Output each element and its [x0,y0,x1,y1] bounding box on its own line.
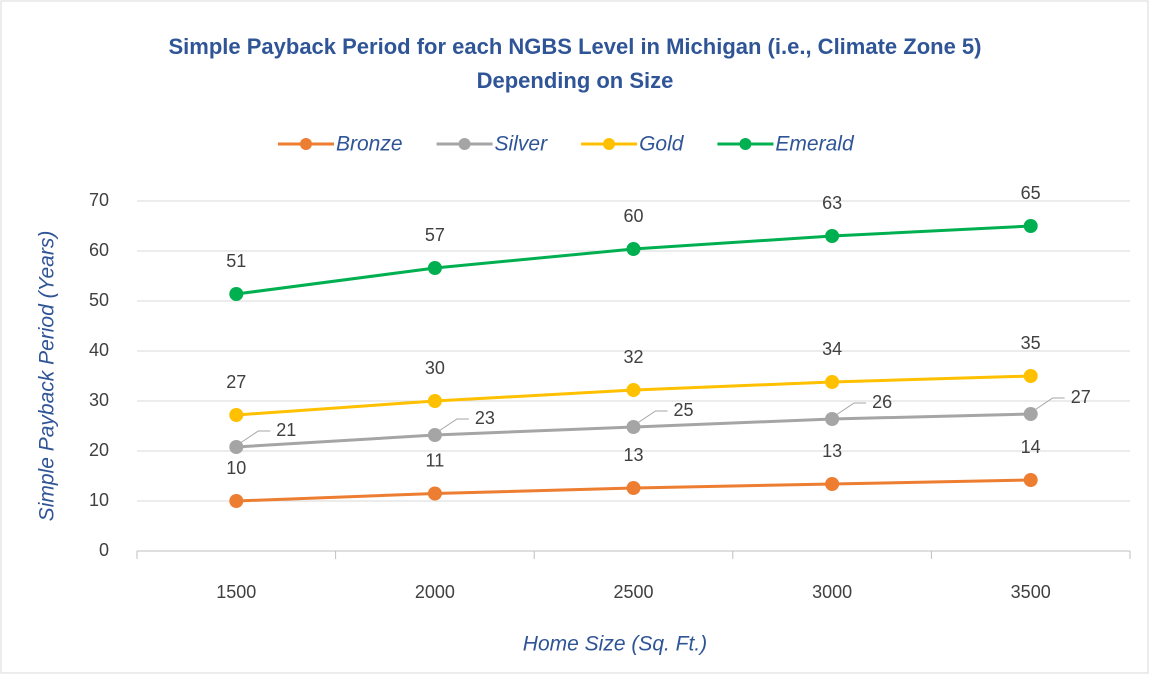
data-label: 34 [822,339,842,359]
x-tick-label: 1500 [216,582,256,602]
leader-line [240,430,271,444]
x-tick-label: 3000 [812,582,852,602]
data-point [626,420,641,434]
data-label: 14 [1021,437,1041,457]
legend-label: Emerald [775,133,855,156]
data-point [825,229,840,243]
series-line [236,224,1031,296]
legend-marker [458,138,471,150]
data-label: 13 [822,441,842,461]
data-label: 27 [226,372,246,392]
data-label: 23 [475,408,495,428]
legend-label: Silver [495,133,549,156]
data-label: 32 [623,347,643,367]
data-label: 10 [226,458,246,478]
data-point [825,477,840,491]
y-tick-label: 40 [89,340,109,360]
data-label: 63 [822,193,842,213]
data-label: 65 [1021,183,1041,203]
data-label: 57 [425,225,445,245]
data-point [1023,473,1038,487]
data-label: 21 [276,420,296,440]
data-label: 35 [1021,333,1041,353]
y-tick-label: 30 [89,390,109,410]
data-point [626,481,641,495]
data-point [427,261,442,275]
leader-line [438,418,469,432]
data-label: 25 [674,400,694,420]
data-point [825,375,840,389]
data-point [427,394,442,408]
y-tick-label: 10 [89,490,109,510]
data-label: 13 [623,445,643,465]
data-label: 27 [1071,387,1091,407]
y-tick-label: 20 [89,440,109,460]
data-point [825,412,840,426]
data-point [626,383,641,397]
y-tick-label: 0 [99,540,109,560]
data-point [626,242,641,256]
legend-marker [603,138,616,150]
y-tick-label: 60 [89,240,109,260]
data-label: 11 [426,450,445,470]
leader-line [835,402,867,416]
data-label: 51 [226,251,246,271]
x-tick-label: 2500 [613,582,653,602]
y-tick-label: 70 [89,190,109,210]
x-tick-label: 2000 [415,582,455,602]
data-label: 60 [623,206,643,226]
data-point [1023,407,1038,421]
data-point [427,428,442,442]
x-tick-label: 3500 [1011,582,1051,602]
legend-marker [300,138,312,150]
data-label: 30 [425,358,445,378]
leader-line [1034,397,1065,411]
data-point [229,287,244,301]
data-point [229,494,244,508]
data-point [229,440,244,454]
data-point [1023,369,1038,383]
y-tick-label: 50 [89,290,109,310]
x-axis-title: Home Size (Sq. Ft.) [523,633,707,656]
legend-label: Gold [639,133,685,156]
data-point [1023,219,1038,233]
legend-marker [739,138,752,150]
data-point [229,408,244,422]
y-axis-title: Simple Payback Period (Years) [36,231,59,522]
data-point [427,486,442,501]
chart-title: Simple Payback Period for each NGBS Leve… [168,34,982,93]
leader-line [637,410,668,424]
legend-label: Bronze [336,133,403,156]
data-label: 26 [872,392,892,412]
